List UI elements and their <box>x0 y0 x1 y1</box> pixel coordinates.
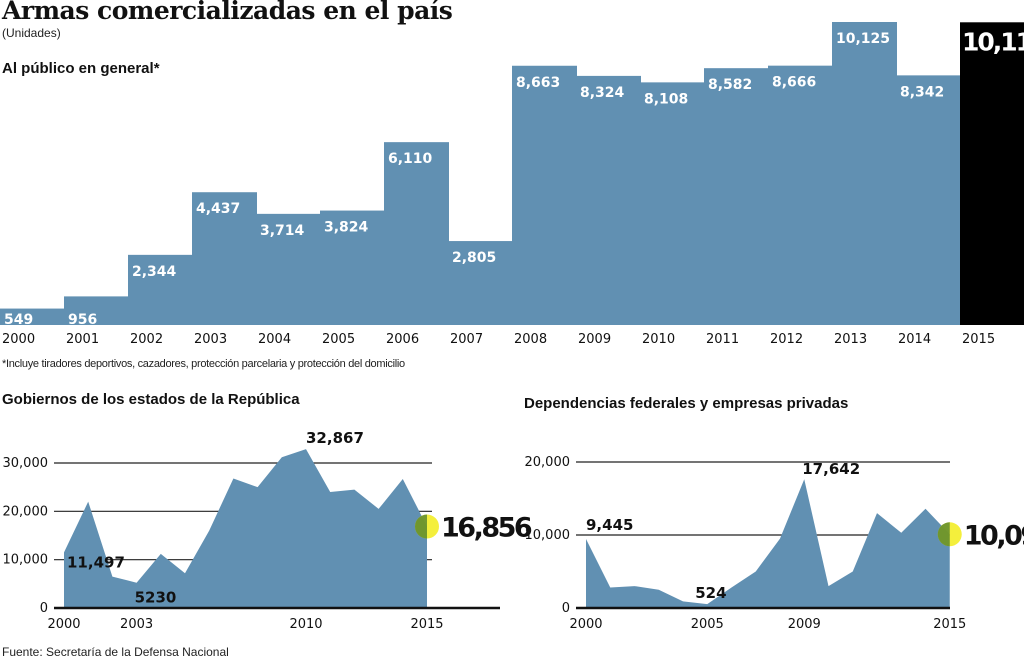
bar-label-2007: 2,805 <box>452 250 496 266</box>
x-tick-2010: 2010 <box>642 332 675 347</box>
section-title-federales: Dependencias federales y empresas privad… <box>524 395 849 412</box>
bar-label-2001: 956 <box>68 312 97 328</box>
bar-2005 <box>320 210 385 325</box>
y-tick-0: 0 <box>562 601 570 616</box>
x-tick-2008: 2008 <box>514 332 547 347</box>
bar-label-2000: 549 <box>4 312 33 328</box>
annotation-2010: 32,867 <box>306 429 364 447</box>
bar-2014 <box>896 75 961 325</box>
source-note: Fuente: Secretaría de la Defensa Naciona… <box>2 645 229 659</box>
y-tick-20000: 20,000 <box>525 455 571 470</box>
bar-2012 <box>768 65 833 325</box>
bar-2002 <box>128 254 193 325</box>
x-tick-2006: 2006 <box>386 332 419 347</box>
bar-2001 <box>64 296 129 325</box>
bar-2015 <box>960 22 1024 326</box>
y-tick-20000: 20,000 <box>3 504 49 519</box>
bar-label-2002: 2,344 <box>132 264 177 280</box>
bar-label-2011: 8,582 <box>708 77 752 93</box>
highlight-marker-overlap <box>937 522 950 547</box>
x-tick-2015: 2015 <box>933 617 966 632</box>
bar-label-2013: 10,125 <box>836 31 890 47</box>
y-tick-0: 0 <box>40 601 48 616</box>
annotation-2000: 11,497 <box>67 553 125 571</box>
x-tick-2014: 2014 <box>898 332 931 347</box>
bar-2010 <box>640 82 705 325</box>
x-tick-2003: 2003 <box>120 617 153 632</box>
bar-2007 <box>448 241 513 325</box>
annotation-2003: 5230 <box>135 589 177 607</box>
y-tick-10000: 10,000 <box>3 553 49 568</box>
bar-2011 <box>704 68 769 325</box>
section-title-publico: Al público en general* <box>2 60 160 77</box>
footnote: *Incluye tiradores deportivos, cazadores… <box>2 358 405 370</box>
x-tick-2015: 2015 <box>410 617 443 632</box>
bar-label-2014: 8,342 <box>900 84 944 100</box>
bar-2013 <box>832 22 897 325</box>
chart-title: Armas comercializadas en el país <box>2 0 453 25</box>
area-series <box>586 479 950 608</box>
x-tick-2000: 2000 <box>2 332 35 347</box>
highlight-marker-overlap <box>415 514 427 539</box>
area-series <box>64 449 427 608</box>
bar-2003 <box>192 192 257 325</box>
x-tick-2000: 2000 <box>569 617 602 632</box>
bar-label-2005: 3,824 <box>324 220 369 236</box>
x-tick-2005: 2005 <box>691 617 724 632</box>
bar-2006 <box>384 142 449 325</box>
bar-2004 <box>256 213 321 325</box>
y-tick-10000: 10,000 <box>525 528 571 543</box>
x-tick-2010: 2010 <box>289 617 322 632</box>
x-tick-2015: 2015 <box>962 332 995 347</box>
x-tick-2003: 2003 <box>194 332 227 347</box>
bar-label-2008: 8,663 <box>516 75 560 91</box>
annotation-2015: 10,097 <box>964 520 1024 551</box>
y-tick-30000: 30,000 <box>3 456 49 471</box>
chart-subtitle: (Unidades) <box>2 26 61 40</box>
x-tick-2009: 2009 <box>578 332 611 347</box>
annotation-2000: 9,445 <box>586 516 633 534</box>
bar-label-2006: 6,110 <box>388 151 433 167</box>
x-tick-2005: 2005 <box>322 332 355 347</box>
x-tick-2012: 2012 <box>770 332 803 347</box>
bar-2008 <box>512 65 577 325</box>
annotation-2009: 17,642 <box>802 460 860 478</box>
annotation-2015: 16,856 <box>441 513 532 544</box>
x-tick-2011: 2011 <box>706 332 739 347</box>
bar-label-2009: 8,324 <box>580 85 625 101</box>
x-tick-2001: 2001 <box>66 332 99 347</box>
x-tick-2002: 2002 <box>130 332 163 347</box>
x-tick-2009: 2009 <box>788 617 821 632</box>
bar-2009 <box>576 75 641 325</box>
section-title-estados: Gobiernos de los estados de la República <box>2 391 300 408</box>
bar-label-2012: 8,666 <box>772 75 816 91</box>
annotation-2005: 524 <box>695 584 726 602</box>
bar-label-2015: 10,115 <box>962 27 1024 56</box>
bar-label-2004: 3,714 <box>260 223 305 239</box>
x-tick-2013: 2013 <box>834 332 867 347</box>
x-tick-2000: 2000 <box>47 617 80 632</box>
bar-label-2003: 4,437 <box>196 201 240 217</box>
x-tick-2004: 2004 <box>258 332 291 347</box>
bar-label-2010: 8,108 <box>644 91 688 107</box>
bar-2000 <box>0 308 65 325</box>
x-tick-2007: 2007 <box>450 332 483 347</box>
